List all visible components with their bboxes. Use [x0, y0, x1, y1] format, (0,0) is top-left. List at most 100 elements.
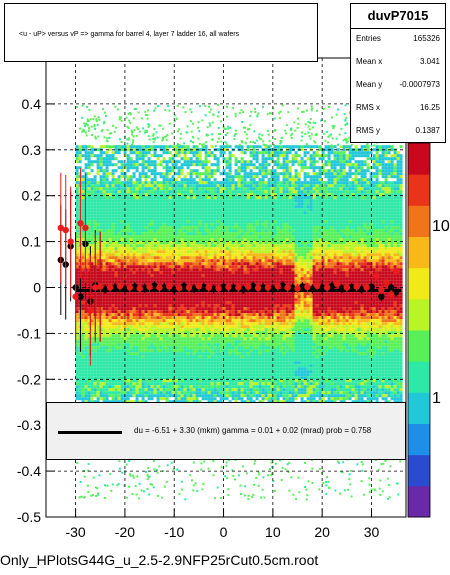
heatmap-cell [117, 235, 121, 239]
heatmap-cell [165, 292, 169, 296]
heatmap-cell [213, 262, 217, 266]
heatmap-cell [102, 262, 106, 266]
heatmap-cell [141, 358, 145, 362]
heatmap-cell [108, 391, 112, 395]
heatmap-cell [228, 262, 232, 266]
heatmap-cell [141, 385, 145, 389]
heatmap-cell [126, 349, 130, 353]
heatmap-cell [177, 193, 181, 197]
heatmap-cell [168, 214, 172, 218]
heatmap-cell [135, 358, 139, 362]
heatmap-cell [126, 238, 130, 242]
heatmap-cell [216, 274, 220, 278]
heatmap-cell [210, 265, 214, 269]
heatmap-cell [150, 364, 154, 368]
heatmap-cell [111, 283, 115, 287]
heatmap-cell [237, 247, 241, 251]
heatmap-cell [129, 205, 133, 209]
heatmap-cell [234, 400, 238, 404]
heatmap-cell [165, 259, 169, 263]
heatmap-cell [123, 271, 127, 275]
heatmap-cell [159, 340, 163, 344]
heatmap-cell [102, 220, 106, 224]
heatmap-cell [189, 184, 193, 188]
heatmap-cell [195, 169, 199, 173]
heatmap-cell [138, 259, 142, 263]
heatmap-cell [207, 220, 211, 224]
heatmap-cell [96, 271, 100, 275]
heatmap-cell [213, 298, 217, 302]
heatmap-cell [243, 352, 247, 356]
heatmap-cell [171, 187, 175, 191]
heatmap-cell [183, 346, 187, 350]
heatmap-cell [81, 268, 85, 272]
heatmap-cell [231, 238, 235, 242]
heatmap-cell [198, 337, 202, 341]
heatmap-cell [228, 349, 232, 353]
heatmap-cell [96, 352, 100, 356]
heatmap-cell [213, 322, 217, 326]
heatmap-cell [138, 235, 142, 239]
heatmap-cell [216, 349, 220, 353]
heatmap-cell [219, 256, 223, 260]
heatmap-cell [198, 367, 202, 371]
heatmap-cell [87, 160, 91, 164]
heatmap-cell [93, 199, 97, 203]
heatmap-cell [192, 355, 196, 359]
heatmap-cell [153, 310, 157, 314]
heatmap-cell [180, 217, 184, 221]
heatmap-cell [141, 400, 145, 404]
heatmap-cell [204, 310, 208, 314]
heatmap-cell [90, 334, 94, 338]
heatmap-cell [81, 364, 85, 368]
heatmap-cell [165, 274, 169, 278]
heatmap-cell [159, 349, 163, 353]
heatmap-cell [132, 262, 136, 266]
heatmap-cell [216, 202, 220, 206]
heatmap-cell [171, 391, 175, 395]
heatmap-cell [84, 352, 88, 356]
heatmap-cell [168, 316, 172, 320]
heatmap-cell [225, 340, 229, 344]
heatmap-cell [210, 172, 214, 176]
heatmap-cell [90, 178, 94, 182]
heatmap-cell [162, 172, 166, 176]
heatmap-cell [153, 172, 157, 176]
heatmap-cell [198, 307, 202, 311]
heatmap-cell [162, 196, 166, 200]
heatmap-cell [222, 337, 226, 341]
heatmap-cell [99, 193, 103, 197]
heatmap-cell [114, 244, 118, 248]
heatmap-cell [135, 241, 139, 245]
heatmap-cell [120, 367, 124, 371]
heatmap-cell [165, 208, 169, 212]
heatmap-cell [204, 370, 208, 374]
heatmap-cell [111, 376, 115, 380]
heatmap-cell [171, 193, 175, 197]
heatmap-cell [135, 325, 139, 329]
heatmap-cell [177, 241, 181, 245]
heatmap-cell [225, 262, 229, 266]
heatmap-cell [168, 394, 172, 398]
heatmap-cell [183, 280, 187, 284]
heatmap-cell [126, 148, 130, 152]
heatmap-cell [171, 313, 175, 317]
heatmap-cell [219, 220, 223, 224]
heatmap-cell [87, 166, 91, 170]
heatmap-cell [150, 169, 154, 173]
heatmap-cell [99, 316, 103, 320]
heatmap-cell [87, 283, 91, 287]
heatmap-cell [234, 367, 238, 371]
heatmap-cell [156, 250, 160, 254]
heatmap-cell [141, 202, 145, 206]
heatmap-cell [120, 208, 124, 212]
heatmap-cell [159, 238, 163, 242]
heatmap-cell [108, 376, 112, 380]
heatmap-cell [246, 274, 250, 278]
heatmap-cell [201, 214, 205, 218]
heatmap-cell [75, 379, 79, 383]
heatmap-cell [135, 235, 139, 239]
heatmap-cell [201, 196, 205, 200]
heatmap-cell [120, 292, 124, 296]
heatmap-cell [147, 319, 151, 323]
